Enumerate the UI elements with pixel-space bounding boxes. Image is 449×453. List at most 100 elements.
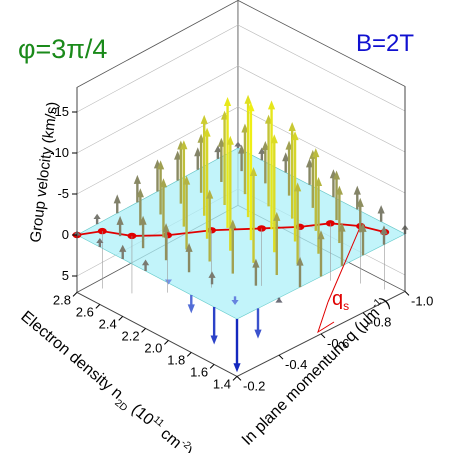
arrow-head [174,150,182,160]
velocity-arrow [197,133,205,193]
arrow-head [380,225,388,235]
z-axis-label: Group velocity (km/s) [27,101,61,244]
z-tick-label: -10 [50,145,69,160]
arrow-head [249,166,258,176]
y-tick [186,352,192,357]
arrow-head [356,197,364,207]
arrow-head [164,279,173,285]
arrow-head [296,256,304,266]
velocity-arrow [187,295,195,314]
arrow-head [359,222,367,232]
velocity-arrow [254,308,262,339]
velocity-arrow [380,225,388,245]
arrow-head [241,123,249,133]
arrow-head [96,238,104,244]
velocity-arrow [241,123,249,195]
y-tick [95,304,101,309]
z-tick-label: -15 [50,104,69,119]
velocity-arrow [294,182,302,265]
velocity-arrow [275,297,283,303]
arrow-head [353,185,361,195]
velocity-arrow [206,189,214,262]
axis-ticks: -15 -10 -5 0 5 1.4 1.6 1.8 2.0 2.2 2.4 2.6 2.8 -1.0 -0… [50,104,433,393]
velocity-arrow [359,222,367,256]
velocity-arrow [136,188,144,226]
velocity-arrow [174,150,182,181]
arrow-head [317,230,325,240]
y-tick [72,292,78,297]
velocity-arrow [314,177,323,254]
back-wall-gridline [76,24,406,113]
velocity-arrow [338,222,346,266]
arrow-head [267,100,276,110]
arrow-head [258,147,266,154]
arrow-head [305,158,314,168]
arrow-head [314,177,323,187]
arrow-head [210,335,218,345]
velocity-arrow [96,238,104,247]
arrow-head [229,219,237,229]
arrow-head [200,114,208,124]
arrow-head [180,140,188,150]
arrow-head [282,152,290,162]
arrow-head [231,300,239,306]
arrow-head [119,244,127,252]
velocity-arrow [312,148,320,231]
velocity-arrow [285,140,293,196]
arrow-head [226,135,234,145]
z-tick-label: 0 [62,227,69,242]
velocity-arrow [270,134,278,253]
arrow-head [288,121,296,131]
velocity-arrow [335,185,343,244]
x-tick-label: -0.2 [243,378,265,393]
back-wall-gridline [76,65,406,154]
arrow-head [185,242,193,252]
x-tick-label: -1.0 [411,293,433,308]
x-tick [320,333,326,339]
arrow-head [294,182,302,192]
arrow-head [234,141,242,147]
y-tick-label: 2.2 [121,328,139,343]
arrow-head [214,145,222,153]
velocity-arrow [217,137,225,182]
velocity-arrow [231,296,239,306]
velocity-arrow [273,211,281,276]
velocity-arrow [139,215,147,249]
x-tick [362,312,368,318]
arrow-head [291,131,299,141]
arrow-head [332,170,341,180]
y-tick [118,316,124,321]
velocity-arrow [261,140,269,184]
arrow-head [139,215,147,225]
arrow-head [162,223,170,233]
arrow-head [275,297,283,303]
velocity-arrow [180,140,188,227]
velocity-arrow [377,205,385,222]
velocity-arrow [116,215,124,237]
arrow-head [247,102,255,112]
arrows-below-plane [164,279,262,373]
x-axis-label: In plane momentum q (μm-1) [237,293,393,449]
arrow-head [136,188,144,198]
crossing-line [76,222,385,237]
velocity-arrow [267,100,276,230]
velocity-arrow [282,152,290,173]
velocity-arrow [182,175,191,250]
velocity-arrow [233,319,241,373]
y-tick-label: 2.8 [53,292,71,307]
velocity-arrow [185,242,193,273]
arrow-head [182,175,191,185]
z-tick-label: 5 [62,268,69,283]
x-tick [236,376,242,381]
arrow-head [133,174,141,184]
velocity-arrow [258,147,266,161]
velocity-arrow [214,145,222,159]
arrow-head [187,304,195,314]
velocity-arrow [133,174,141,203]
phi-annotation: φ=3π/4 [18,34,107,64]
arrow-head [254,329,262,339]
arrow-head [312,148,320,158]
velocity-arrow [305,158,314,185]
velocity-arrow [332,170,341,221]
